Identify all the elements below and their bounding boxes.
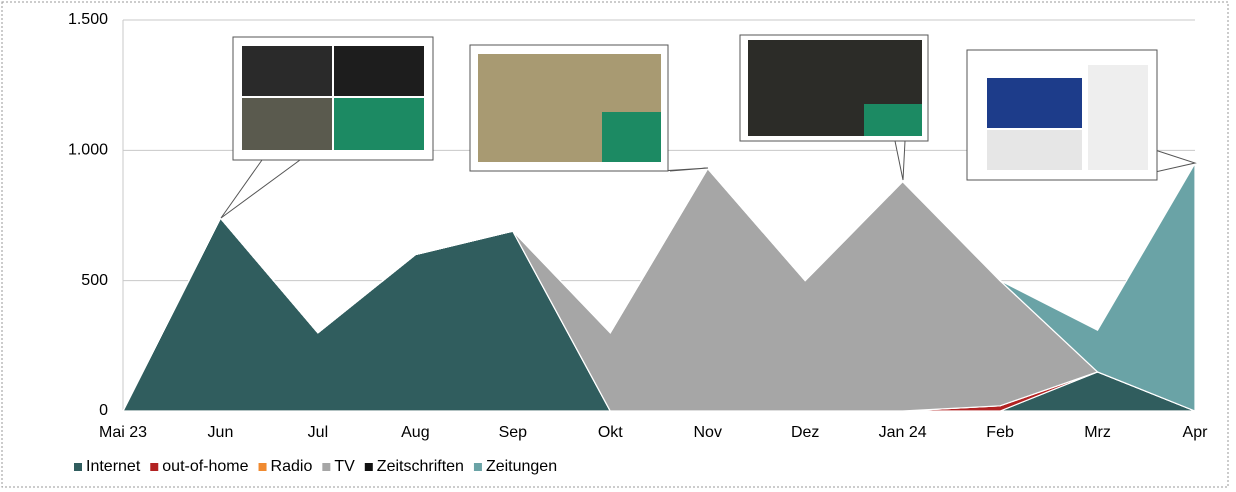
- legend-swatch: [74, 463, 82, 471]
- x-tick-label: Aug: [401, 424, 429, 441]
- legend-swatch: [258, 463, 267, 471]
- callout-image: [602, 112, 661, 162]
- y-tick-label: 1.000: [68, 142, 108, 159]
- x-tick-label: Dez: [791, 424, 819, 441]
- callout-image: [334, 98, 424, 150]
- area: [122, 161, 1196, 412]
- legend-label: out-of-home: [162, 458, 248, 475]
- legend-swatch: [322, 463, 331, 471]
- callouts: [220, 34, 1197, 219]
- x-tick-label: Nov: [694, 424, 722, 441]
- x-tick-label: Feb: [986, 424, 1014, 441]
- callout-image: [987, 130, 1082, 170]
- y-tick-label: 500: [81, 272, 108, 289]
- legend-swatch: [364, 463, 373, 471]
- legend-swatch: [473, 463, 482, 471]
- x-tick-label: Jan 24: [879, 424, 927, 441]
- x-tick-label: Mai 23: [99, 424, 147, 441]
- x-tick-label: Jun: [208, 424, 234, 441]
- x-tick-label: Mrz: [1084, 424, 1111, 441]
- legend-label: Radio: [271, 458, 313, 475]
- legend-label: TV: [334, 458, 355, 475]
- callout-image: [334, 46, 424, 96]
- legend-label: Internet: [86, 458, 141, 475]
- legend-label: Zeitschriften: [377, 458, 464, 475]
- callout-pointer: [220, 159, 301, 219]
- x-tick-label: Jul: [308, 424, 328, 441]
- callout-image: [1088, 65, 1148, 170]
- callout-pointer: [894, 140, 906, 181]
- callout-image: [987, 78, 1082, 128]
- y-tick-label: 0: [99, 402, 108, 419]
- callout-image: [864, 104, 922, 136]
- callout-image: [242, 46, 332, 96]
- callout-pointer: [659, 167, 709, 172]
- y-tick-label: 1.500: [68, 11, 108, 28]
- legend-label: Zeitungen: [486, 458, 557, 475]
- x-tick-label: Okt: [598, 424, 623, 441]
- callout-image: [242, 98, 332, 150]
- x-tick-label: Sep: [499, 424, 528, 441]
- plot-area: [122, 19, 1196, 412]
- legend-swatch: [150, 463, 159, 471]
- x-tick-label: Apr: [1183, 424, 1209, 441]
